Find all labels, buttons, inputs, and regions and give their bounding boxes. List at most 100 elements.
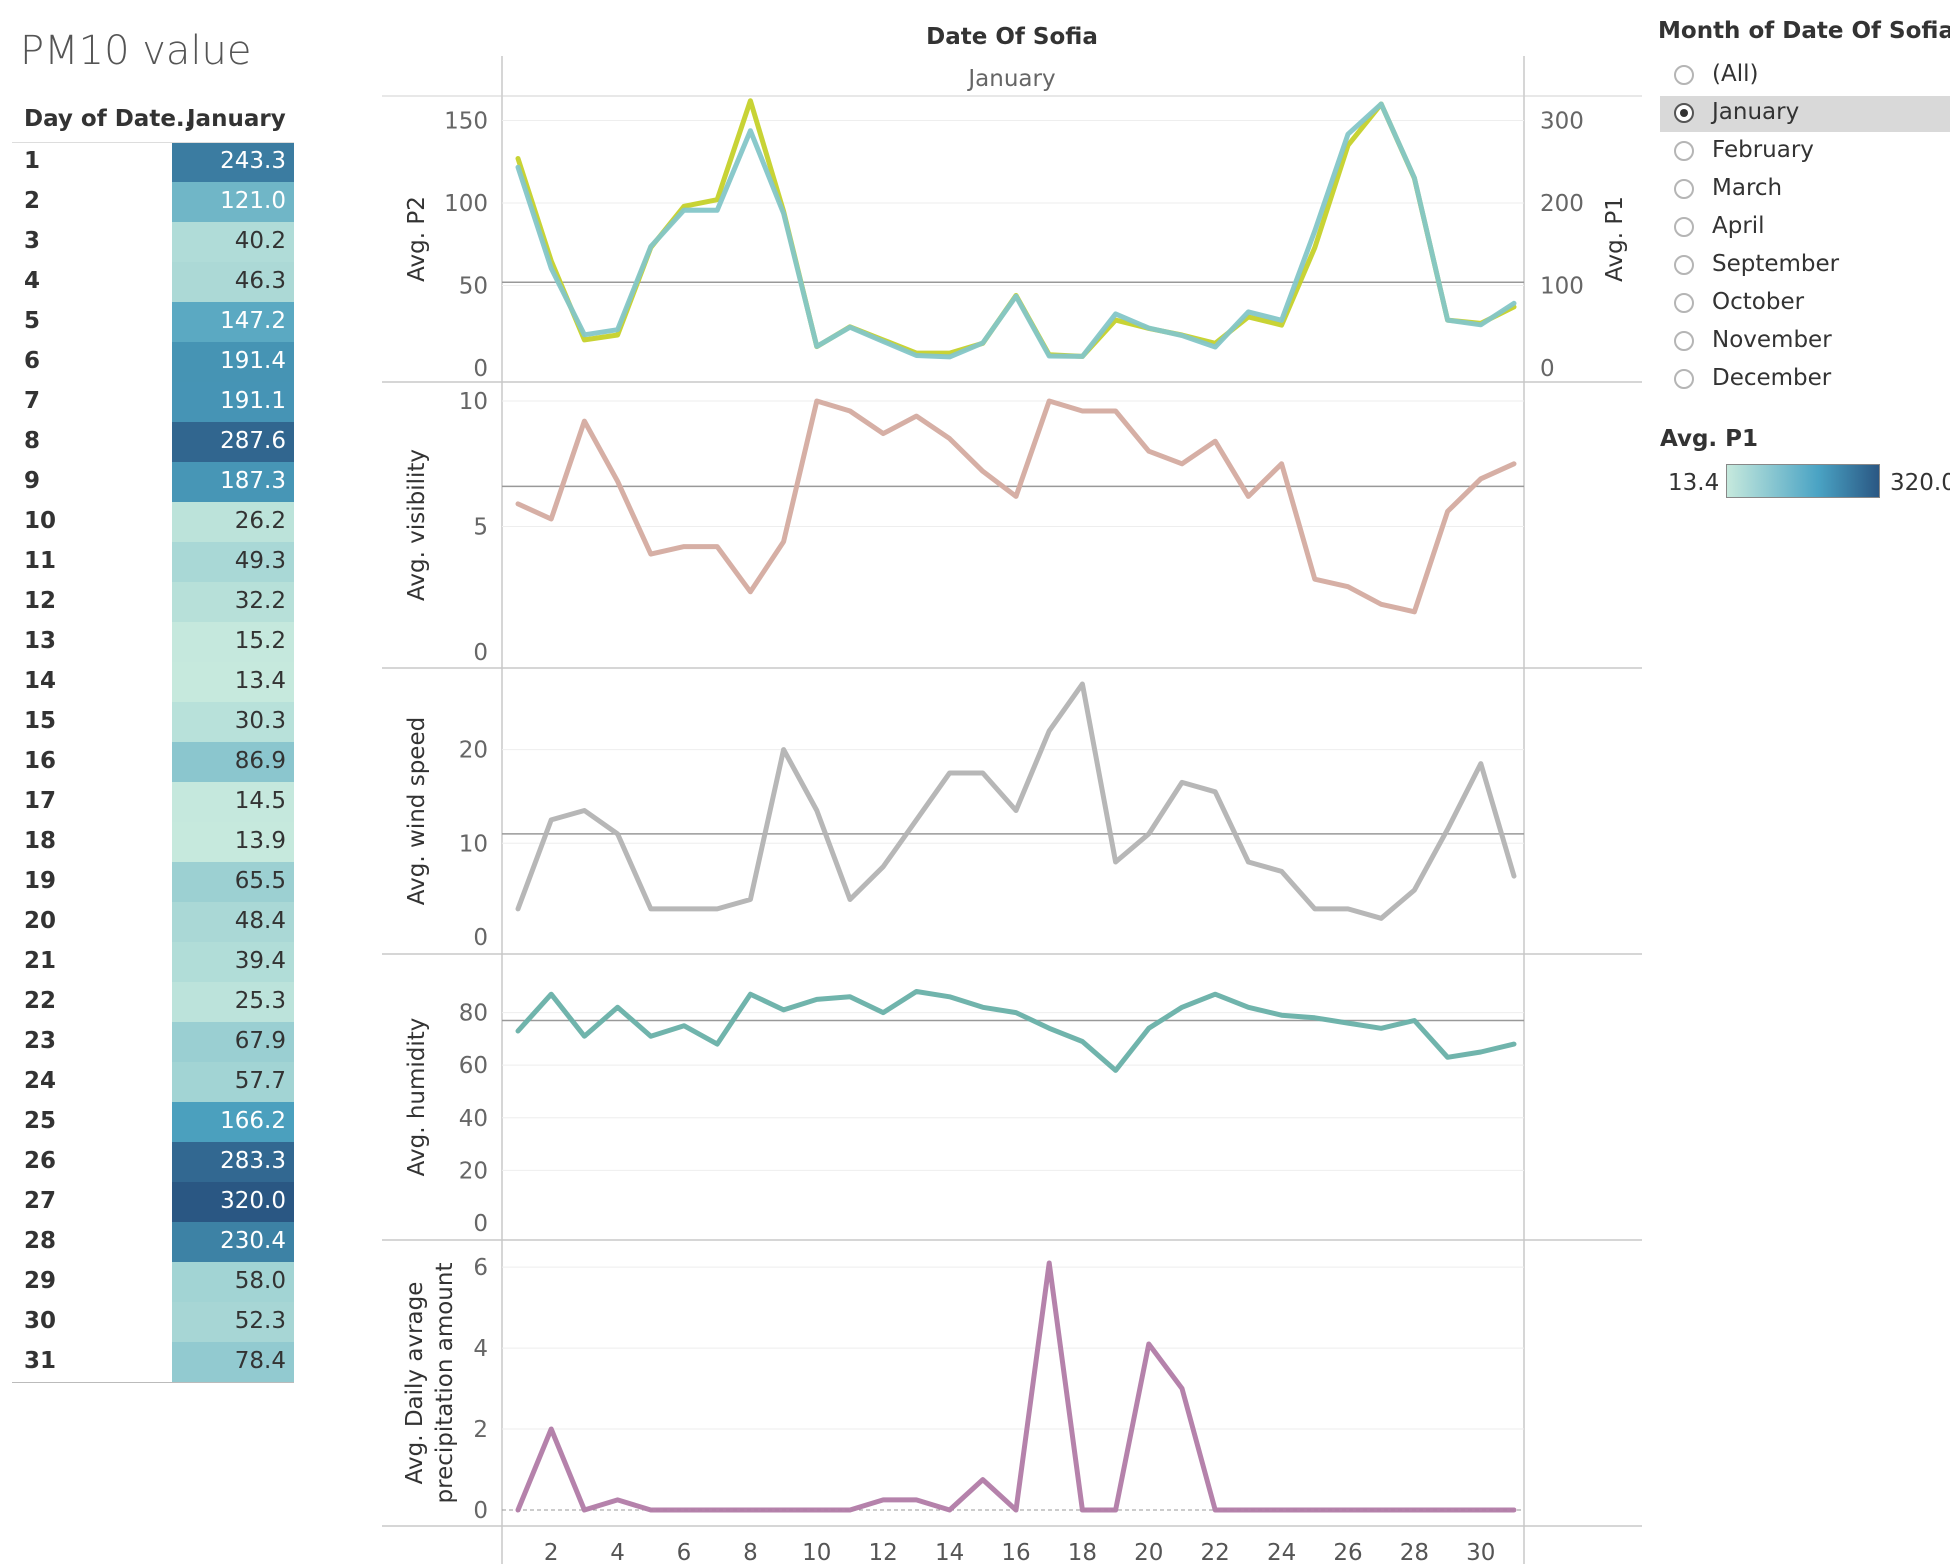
table-value-cell[interactable]: 191.1 (172, 382, 294, 422)
table-value: 46.3 (234, 268, 286, 294)
table-value-cell[interactable]: 243.3 (172, 142, 294, 182)
month-option-december[interactable]: December (1660, 362, 1950, 398)
radio-button-icon[interactable] (1674, 255, 1694, 275)
table-value-cell[interactable]: 121.0 (172, 182, 294, 222)
y-tick-label: 2 (473, 1417, 488, 1443)
month-option-march[interactable]: March (1660, 172, 1950, 208)
month-option-label: (All) (1712, 61, 1759, 87)
month-filter-title: Month of Date Of Sofia (1658, 18, 1950, 44)
month-option-september[interactable]: September (1660, 248, 1950, 284)
table-day-label: 8 (24, 428, 41, 454)
table-value-cell[interactable]: 86.9 (172, 742, 294, 782)
table-value-cell[interactable]: 13.9 (172, 822, 294, 862)
table-row: 9 187.3 (12, 462, 294, 502)
table-day-label: 30 (24, 1308, 57, 1334)
x-tick-label: 8 (743, 1540, 758, 1564)
table-value-cell[interactable]: 26.2 (172, 502, 294, 542)
month-option-january[interactable]: January (1660, 96, 1950, 132)
table-value-cell[interactable]: 230.4 (172, 1222, 294, 1262)
table-day-label: 17 (24, 788, 57, 814)
month-option-november[interactable]: November (1660, 324, 1950, 360)
table-row: 14 13.4 (12, 662, 294, 702)
table-value: 15.2 (234, 628, 286, 654)
table-value-cell[interactable]: 48.4 (172, 902, 294, 942)
table-value-cell[interactable]: 32.2 (172, 582, 294, 622)
radio-button-icon[interactable] (1674, 217, 1694, 237)
table-day-label: 9 (24, 468, 41, 494)
table-value-cell[interactable]: 15.2 (172, 622, 294, 662)
table-value-cell[interactable]: 58.0 (172, 1262, 294, 1302)
table-value-cell[interactable]: 39.4 (172, 942, 294, 982)
radio-button-icon[interactable] (1674, 369, 1694, 389)
x-tick-label: 6 (677, 1540, 692, 1564)
series-line[interactable] (515, 989, 1517, 1073)
table-row: 18 13.9 (12, 822, 294, 862)
table-value-cell[interactable]: 52.3 (172, 1302, 294, 1342)
month-option-april[interactable]: April (1660, 210, 1950, 246)
month-option-october[interactable]: October (1660, 286, 1950, 322)
table-value-cell[interactable]: 13.4 (172, 662, 294, 702)
table-day-label: 4 (24, 268, 41, 294)
table-day-label: 27 (24, 1188, 57, 1214)
table-value-cell[interactable]: 40.2 (172, 222, 294, 262)
series-line[interactable] (515, 101, 1517, 360)
radio-button-icon[interactable] (1674, 103, 1694, 123)
y-axis-label: Avg. visibility (404, 449, 430, 601)
table-value-cell[interactable]: 166.2 (172, 1102, 294, 1142)
table-value-cell[interactable]: 147.2 (172, 302, 294, 342)
y-tick-label: 5 (473, 515, 488, 541)
table-value-cell[interactable]: 49.3 (172, 542, 294, 582)
table-value: 78.4 (234, 1348, 286, 1374)
table-value-cell[interactable]: 287.6 (172, 422, 294, 462)
y-axis-label: Avg. wind speed (404, 717, 430, 905)
series-line[interactable] (515, 398, 1517, 615)
table-value: 187.3 (220, 468, 286, 494)
table-value-cell[interactable]: 57.7 (172, 1062, 294, 1102)
x-tick-label: 16 (1001, 1540, 1030, 1564)
table-value-cell[interactable]: 14.5 (172, 782, 294, 822)
month-option-label: March (1712, 175, 1783, 201)
month-option-february[interactable]: February (1660, 134, 1950, 170)
table-value-cell[interactable]: 25.3 (172, 982, 294, 1022)
series-line[interactable] (515, 681, 1517, 921)
month-option-all[interactable]: (All) (1660, 58, 1950, 94)
month-option-label: February (1712, 137, 1814, 163)
table-row: 16 86.9 (12, 742, 294, 782)
table-day-label: 18 (24, 828, 57, 854)
legend-min-label: 13.4 (1668, 470, 1720, 496)
table-value-cell[interactable]: 187.3 (172, 462, 294, 502)
table-day-label: 6 (24, 348, 41, 374)
radio-button-icon[interactable] (1674, 141, 1694, 161)
table-day-label: 21 (24, 948, 57, 974)
y-tick-label: 20 (459, 738, 488, 764)
table-row: 21 39.4 (12, 942, 294, 982)
table-value: 65.5 (234, 868, 286, 894)
table-value: 48.4 (234, 908, 286, 934)
table-value: 191.1 (220, 388, 286, 414)
series-line[interactable] (515, 1260, 1517, 1513)
radio-button-icon[interactable] (1674, 65, 1694, 85)
table-value-cell[interactable]: 67.9 (172, 1022, 294, 1062)
table-value-cell[interactable]: 30.3 (172, 702, 294, 742)
radio-button-icon[interactable] (1674, 331, 1694, 351)
table-value-cell[interactable]: 320.0 (172, 1182, 294, 1222)
table-day-label: 15 (24, 708, 57, 734)
x-tick-label: 24 (1267, 1540, 1296, 1564)
radio-button-icon[interactable] (1674, 293, 1694, 313)
table-value-cell[interactable]: 283.3 (172, 1142, 294, 1182)
table-value-cell[interactable]: 191.4 (172, 342, 294, 382)
y-tick-label: 0 (473, 1211, 488, 1237)
y-tick-label: 4 (473, 1336, 488, 1362)
table-day-label: 5 (24, 308, 41, 334)
x-tick-label: 30 (1466, 1540, 1495, 1564)
table-row: 23 67.9 (12, 1022, 294, 1062)
table-value: 13.4 (234, 668, 286, 694)
table-value-cell[interactable]: 65.5 (172, 862, 294, 902)
table-value-cell[interactable]: 46.3 (172, 262, 294, 302)
x-tick-label: 22 (1201, 1540, 1230, 1564)
table-day-label: 10 (24, 508, 57, 534)
x-tick-label: 28 (1400, 1540, 1429, 1564)
table-value-cell[interactable]: 78.4 (172, 1342, 294, 1382)
table-value: 58.0 (234, 1268, 286, 1294)
radio-button-icon[interactable] (1674, 179, 1694, 199)
